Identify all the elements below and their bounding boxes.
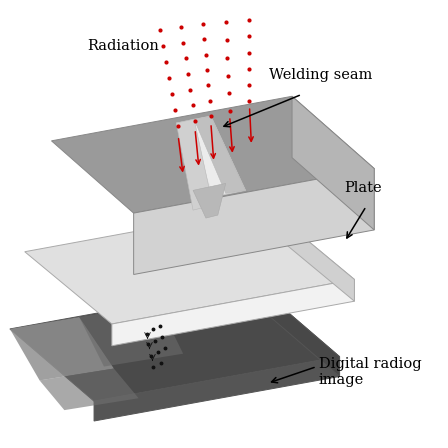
Text: Digital radiog
image: Digital radiog image <box>319 357 422 387</box>
Polygon shape <box>94 357 340 421</box>
Polygon shape <box>112 280 354 346</box>
Polygon shape <box>193 183 226 218</box>
Polygon shape <box>10 284 340 401</box>
Text: Plate: Plate <box>345 181 382 195</box>
Text: Welding seam: Welding seam <box>269 69 373 82</box>
Polygon shape <box>10 317 114 380</box>
Text: Radiation: Radiation <box>87 39 159 53</box>
Polygon shape <box>25 207 354 324</box>
Polygon shape <box>194 116 246 193</box>
Polygon shape <box>267 207 354 301</box>
Polygon shape <box>176 119 213 210</box>
Polygon shape <box>39 369 138 410</box>
Polygon shape <box>79 303 183 366</box>
Polygon shape <box>176 116 246 197</box>
Polygon shape <box>134 168 374 275</box>
Polygon shape <box>52 96 374 213</box>
Polygon shape <box>255 284 340 376</box>
Polygon shape <box>292 96 374 230</box>
Polygon shape <box>184 117 236 194</box>
